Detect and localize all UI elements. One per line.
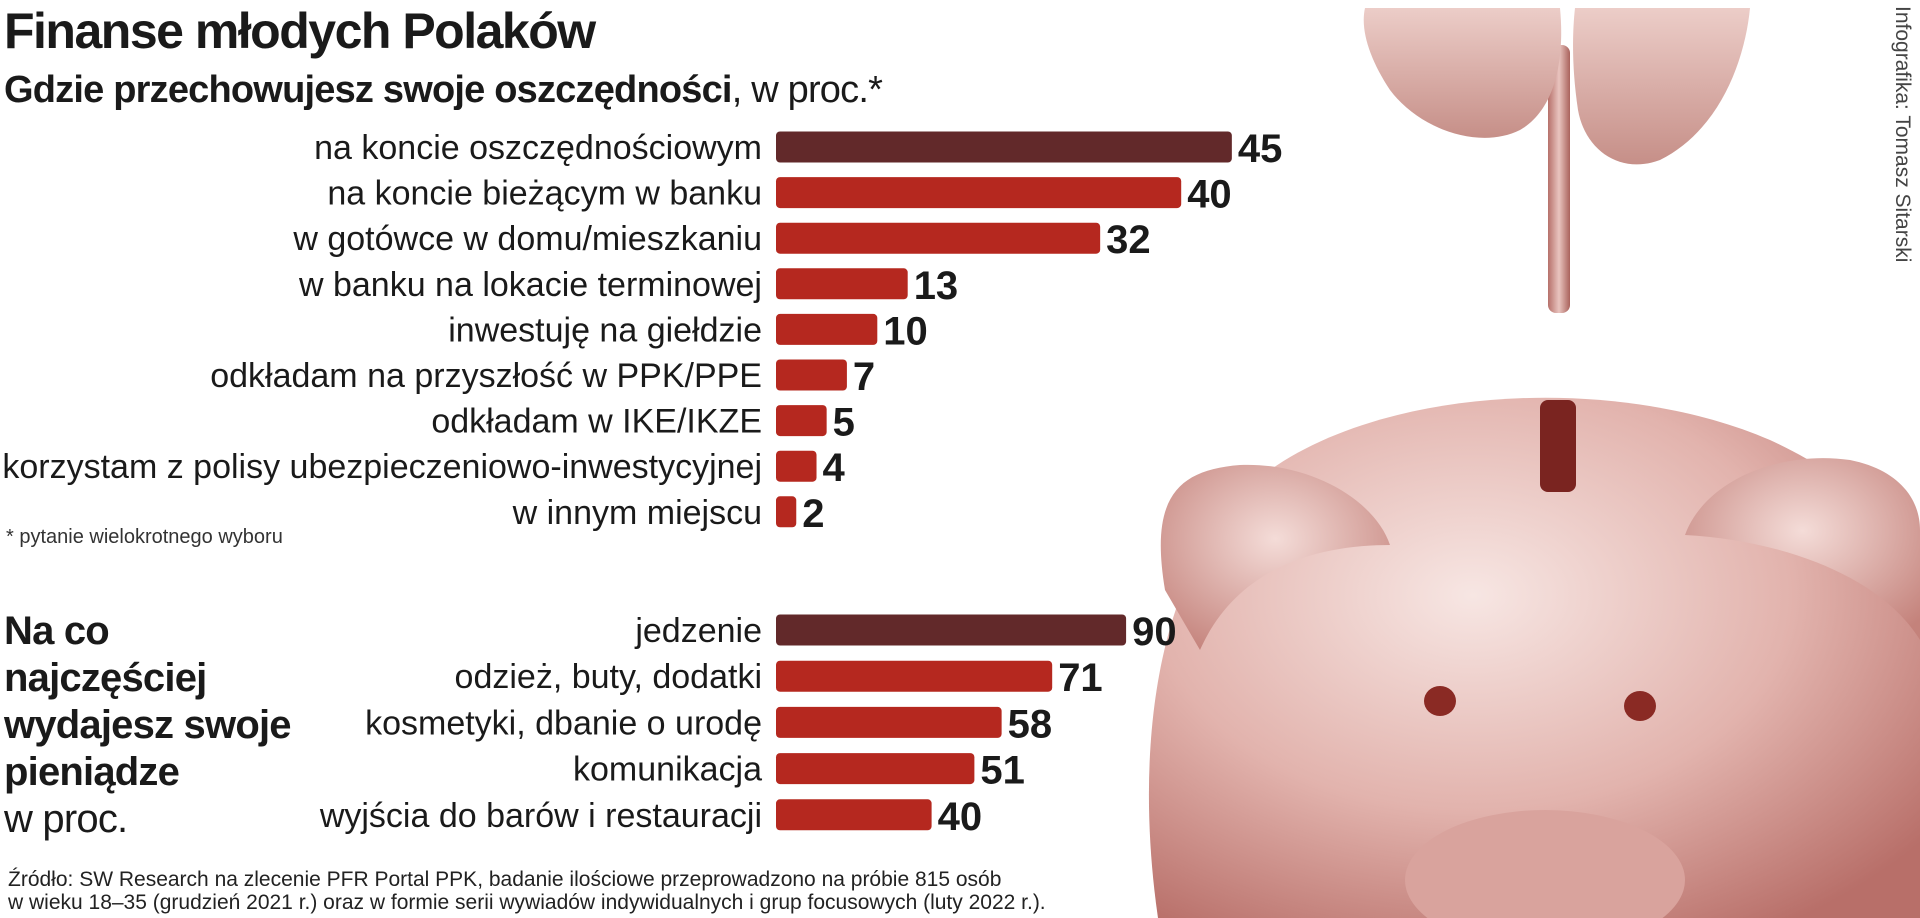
spending-chart-title: Na co najczęściej wydajesz swoje pieniąd…: [4, 608, 292, 843]
savings-bar: [776, 222, 1101, 254]
savings-category-label: odkładam na przyszłość w PPK/PPE: [210, 357, 762, 395]
spending-title-line-1: Na co: [4, 609, 110, 653]
spending-value-label: 51: [980, 749, 1025, 793]
spending-category-label: kosmetyki, dbanie o urodę: [365, 704, 762, 742]
savings-bar: [776, 405, 827, 437]
savings-bar: [776, 131, 1232, 163]
savings-bar: [776, 313, 878, 345]
savings-value-label: 5: [833, 401, 855, 445]
savings-bar: [776, 450, 817, 482]
savings-value-label: 7: [853, 355, 875, 399]
savings-bar: [776, 359, 847, 391]
spending-category-label: komunikacja: [573, 751, 762, 789]
savings-value-label: 40: [1187, 173, 1232, 217]
spending-title-line-3: wydajesz swoje: [4, 703, 292, 747]
spending-bar: [776, 799, 932, 831]
spending-value-label: 71: [1058, 656, 1103, 700]
source-note: Źródło: SW Research na zlecenie PFR Port…: [8, 868, 1046, 914]
spending-bar: [776, 614, 1127, 646]
savings-bar: [776, 268, 908, 300]
savings-value-label: 13: [914, 264, 959, 308]
spending-category-label: jedzenie: [634, 612, 762, 650]
savings-value-label: 45: [1238, 127, 1283, 171]
chart-subtitle: Gdzie przechowujesz swoje oszczędności, …: [4, 66, 883, 114]
spending-value-label: 58: [1008, 702, 1053, 746]
spending-value-label: 90: [1132, 610, 1177, 654]
savings-category-label: na koncie oszczędnościowym: [314, 129, 762, 167]
footnote: * pytanie wielokrotnego wyboru: [6, 526, 283, 548]
spending-category-label: odzież, buty, dodatki: [455, 658, 762, 696]
spending-bar: [776, 753, 975, 785]
subtitle-bold: Gdzie przechowujesz swoje oszczędności: [4, 69, 733, 111]
infographic-credit: Infografika: Tomasz Sitarski: [1891, 6, 1914, 263]
savings-category-label: w gotówce w domu/mieszkaniu: [292, 220, 762, 258]
spending-title-line-2: najczęściej: [4, 656, 207, 700]
savings-bar: [776, 496, 797, 528]
spending-bar: [776, 706, 1002, 738]
savings-value-label: 2: [802, 492, 824, 536]
spending-title-unit: w proc.: [4, 797, 128, 841]
spending-value-label: 40: [938, 795, 983, 839]
spending-title-line-4: pieniądze: [4, 750, 180, 794]
subtitle-unit: , w proc.*: [731, 69, 883, 111]
savings-category-label: w innym miejscu: [512, 494, 762, 532]
savings-value-label: 32: [1106, 218, 1151, 262]
page-title: Finanse młodych Polaków: [4, 3, 596, 59]
spending-category-label: wyjścia do barów i restauracji: [319, 797, 762, 835]
source-line-1: Źródło: SW Research na zlecenie PFR Port…: [8, 868, 1002, 891]
spending-bar: [776, 660, 1053, 692]
savings-value-label: 10: [883, 309, 928, 353]
savings-category-label: inwestuję na giełdzie: [448, 311, 762, 349]
savings-bar: [776, 177, 1182, 209]
source-line-2: w wieku 18–35 (grudzień 2021 r.) oraz w …: [8, 891, 1046, 914]
savings-category-label: w banku na lokacie terminowej: [298, 266, 762, 304]
savings-value-label: 4: [823, 446, 846, 490]
savings-category-label: na koncie bieżącym w banku: [327, 175, 762, 213]
savings-category-label: odkładam w IKE/IKZE: [431, 403, 762, 441]
savings-category-label: korzystam z polisy ubezpieczeniowo-inwes…: [2, 448, 762, 486]
